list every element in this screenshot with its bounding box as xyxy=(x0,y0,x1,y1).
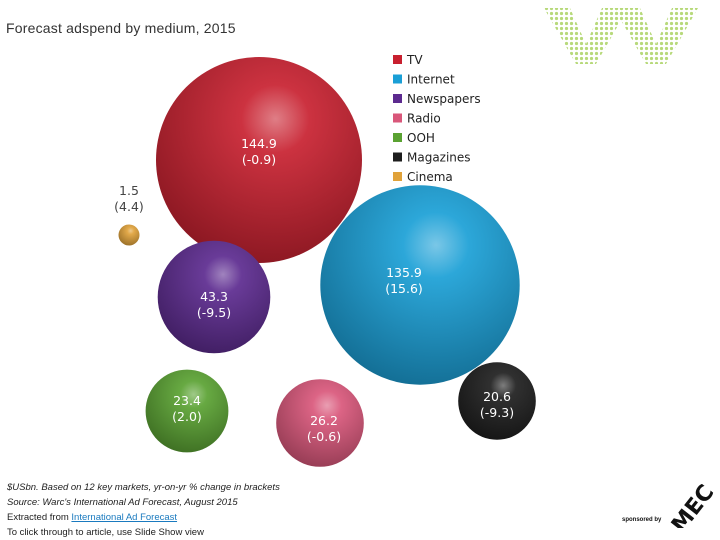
bubble-newspapers xyxy=(157,240,271,354)
bubble-change-magazines: (-9.3) xyxy=(480,405,514,420)
bubble-value-tv: 144.9 xyxy=(241,136,277,151)
legend-swatch-internet xyxy=(393,74,402,84)
bubble-change-ooh: (2.0) xyxy=(172,409,202,424)
legend-swatch-newspapers xyxy=(393,94,402,103)
legend-label-tv: TV xyxy=(406,53,423,67)
bubble-change-internet: (15.6) xyxy=(385,281,423,296)
bubble-change-tv: (-0.9) xyxy=(242,152,276,167)
slideshow-note: To click through to article, use Slide S… xyxy=(7,527,204,538)
sponsor-logo-text: MEC xyxy=(667,484,714,528)
chart-legend: TV Internet Newspapers Radio OOH Magazines Cin… xyxy=(393,53,481,184)
brand-logo xyxy=(544,8,698,64)
bubble-tv xyxy=(156,57,362,263)
footnotes: $USbn. Based on 12 key markets, yr-on-yr… xyxy=(7,480,280,540)
bubble-ooh xyxy=(145,369,229,453)
report-link[interactable]: International Ad Forecast xyxy=(71,512,178,523)
sponsor-logo: MEC xyxy=(667,484,714,528)
legend-label-cinema: Cinema xyxy=(407,170,453,184)
bubble-cinema xyxy=(118,224,140,246)
legend-swatch-tv xyxy=(393,55,402,64)
sponsor-block: sponsored by MEC xyxy=(622,484,714,528)
chart-title: Forecast adspend by medium, 2015 xyxy=(6,20,236,36)
legend-label-ooh: OOH xyxy=(407,131,435,145)
bubble-value-internet: 135.9 xyxy=(386,265,422,280)
legend-swatch-cinema xyxy=(393,172,402,181)
bubble-change-cinema: (4.4) xyxy=(114,199,144,214)
bubble-value-newspapers: 43.3 xyxy=(200,289,228,304)
bubble-value-cinema: 1.5 xyxy=(119,183,139,198)
bubble-change-radio: (-0.6) xyxy=(307,429,341,444)
bubble-value-ooh: 23.4 xyxy=(173,393,201,408)
legend-label-magazines: Magazines xyxy=(407,151,471,165)
bubble-value-radio: 26.2 xyxy=(310,413,338,428)
bubble-radio xyxy=(276,379,364,467)
sponsor-label: sponsored by xyxy=(622,517,662,523)
legend-swatch-ooh xyxy=(393,133,402,142)
legend-label-radio: Radio xyxy=(407,112,441,126)
legend-swatch-radio xyxy=(393,113,402,123)
bubble-value-magazines: 20.6 xyxy=(483,389,511,404)
legend-swatch-magazines xyxy=(393,152,402,162)
extract-note: Extracted from International Ad Forecast xyxy=(7,510,280,525)
legend-label-newspapers: Newspapers xyxy=(407,92,481,106)
bubble-internet xyxy=(320,185,520,385)
extract-prefix: Extracted from xyxy=(7,512,72,523)
legend-label-internet: Internet xyxy=(407,73,455,87)
bubble-change-newspapers: (-9.5) xyxy=(197,305,231,320)
source-note: Source: Warc's International Ad Forecast… xyxy=(7,497,238,508)
bubble-magazines xyxy=(458,362,536,440)
basis-note: $USbn. Based on 12 key markets, yr-on-yr… xyxy=(7,482,280,493)
